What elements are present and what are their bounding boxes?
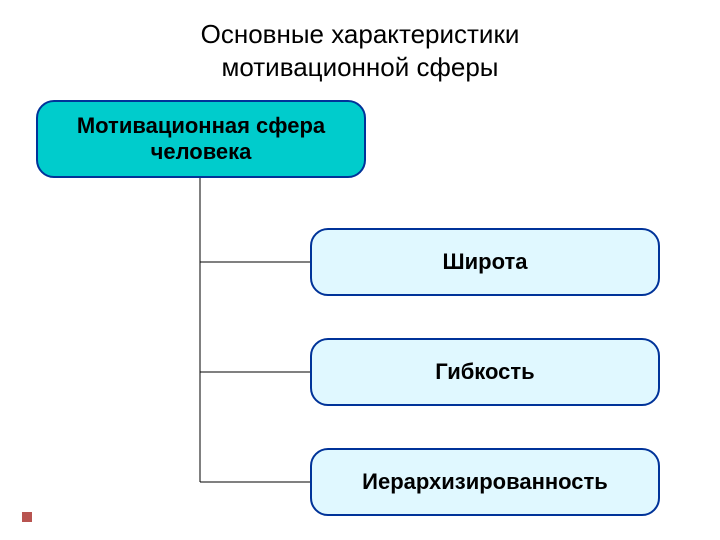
child-label: Широта (443, 249, 528, 275)
child-label: Иерархизированность (362, 469, 608, 495)
child-node-2: Иерархизированность (310, 448, 660, 516)
page-title: Основные характеристики мотивационной сф… (0, 18, 720, 83)
child-node-1: Гибкость (310, 338, 660, 406)
slide-bullet-icon (22, 512, 32, 522)
child-node-0: Широта (310, 228, 660, 296)
title-line1: Основные характеристики (201, 19, 520, 49)
child-label: Гибкость (435, 359, 534, 385)
root-label: Мотивационная сфера человека (77, 113, 325, 166)
root-node: Мотивационная сфера человека (36, 100, 366, 178)
title-line2: мотивационной сферы (222, 52, 499, 82)
